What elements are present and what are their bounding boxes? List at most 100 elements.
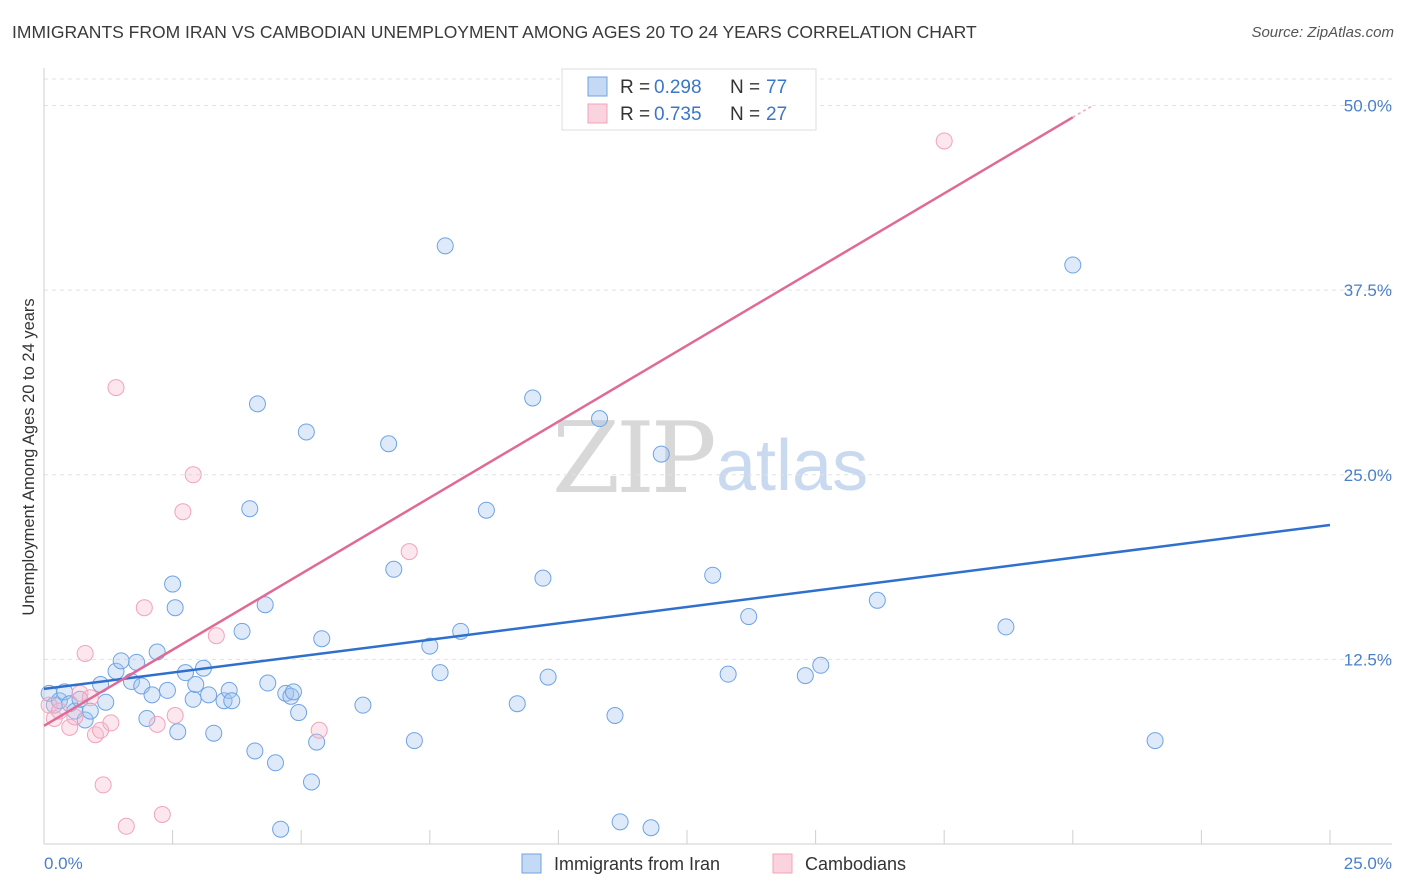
iran-point-44 [297,423,315,441]
x-tick-label-min: 0.0% [44,854,83,873]
iran-point-24 [184,690,202,708]
iran-point-32 [233,622,251,640]
iran-point-66 [704,566,722,584]
source-label: Source: ZipAtlas.com [1251,24,1394,41]
watermark-zip: ZIP [552,402,714,516]
iran-point-62 [606,707,624,725]
legend-swatch-cambodians [587,103,608,124]
iran-point-34 [246,742,264,760]
series-cambodians-points [40,132,953,835]
iran-point-28 [205,724,223,742]
iran-point-60 [539,668,557,686]
y-tick-label-1: 25.0% [1344,466,1392,485]
watermark-atlas: atlas [716,426,868,506]
iran-point-74 [1146,732,1164,750]
iran-point-30 [220,681,238,699]
legend-r-label-2: R = [620,104,650,125]
legend-swatch-iran [587,76,608,97]
bottom-legend-swatch-iran [521,853,542,874]
bottom-legend: Immigrants from Iran Cambodians [521,853,906,874]
iran-point-36 [256,596,274,614]
iran-point-35 [248,395,266,413]
iran-point-42 [284,683,302,701]
iran-point-10 [97,693,115,711]
iran-point-54 [436,237,454,255]
iran-point-67 [719,665,737,683]
bottom-legend-label-iran: Immigrants from Iran [554,854,720,874]
cambodian-point-23 [935,132,953,150]
iran-point-47 [313,630,331,648]
legend-r-value-1: 0.298 [654,77,702,98]
x-tick-marks [43,830,1331,844]
legend-r-label-1: R = [620,77,650,98]
cambodian-point-19 [184,466,202,484]
iran-point-8 [81,702,99,720]
legend: R = 0.298 N = 77 R = 0.735 N = 27 [561,68,817,131]
iran-point-33 [241,500,259,518]
iran-point-7 [76,711,94,729]
legend-n-value-1: 77 [766,77,787,98]
y-tick-label-0: 12.5% [1344,650,1392,669]
y-tick-labels: 12.5% 25.0% 37.5% 50.0% [1344,97,1392,670]
iran-point-22 [169,723,187,741]
cambodian-point-3 [61,718,79,736]
x-tick-label-max: 25.0% [1344,854,1392,873]
iran-point-63 [611,813,629,831]
iran-point-72 [997,618,1015,636]
cambodian-point-12 [107,379,125,397]
cambodian-point-15 [148,715,166,733]
iran-point-58 [524,389,542,407]
iran-point-56 [477,501,495,519]
cambodian-point-17 [166,707,184,725]
iran-point-31 [223,692,241,710]
y-tick-label-2: 37.5% [1344,281,1392,300]
cambodian-point-21 [310,721,328,739]
cambodian-point-11 [102,714,120,732]
cambodian-point-18 [174,503,192,521]
iran-point-68 [740,608,758,626]
iran-point-41 [282,687,300,705]
trend-line-iran [43,523,1331,691]
legend-n-value-2: 27 [766,104,787,125]
series-iran-points [40,237,1164,838]
cambodian-point-16 [153,805,171,823]
axes [43,68,1392,845]
iran-point-20 [164,575,182,593]
chart-title: IMMIGRANTS FROM IRAN VS CAMBODIAN UNEMPL… [12,22,977,42]
iran-point-37 [259,674,277,692]
iran-point-71 [868,591,886,609]
iran-point-61 [591,410,609,428]
iran-point-70 [812,656,830,674]
iran-point-2 [50,692,68,710]
trend-line-cambodians-extension [1072,104,1094,118]
iran-point-53 [431,664,449,682]
cambodian-point-20 [207,627,225,645]
cambodian-point-8 [86,726,104,744]
y-axis-label: Unemployment Among Ages 20 to 24 years [20,298,38,615]
iran-point-57 [508,695,526,713]
y-tick-label-3: 50.0% [1344,97,1392,116]
iran-point-48 [354,696,372,714]
iran-point-12 [112,652,130,670]
iran-point-39 [272,820,290,838]
iran-point-38 [266,754,284,772]
bottom-legend-swatch-cambodians [772,853,793,874]
cambodian-point-14 [135,599,153,617]
iran-point-25 [187,675,205,693]
iran-point-51 [405,732,423,750]
cambodian-point-22 [400,543,418,561]
legend-n-label-2: N = [730,104,760,125]
cambodian-point-13 [117,817,135,835]
trend-lines [43,104,1331,727]
iran-point-27 [200,686,218,704]
cambodian-point-6 [76,644,94,662]
cambodian-point-0 [40,696,58,714]
iran-point-59 [534,569,552,587]
iran-point-73 [1064,256,1082,274]
iran-point-69 [796,667,814,685]
iran-point-16 [138,709,156,727]
iran-point-21 [166,599,184,617]
legend-n-label-1: N = [730,77,760,98]
iran-point-65 [652,445,670,463]
